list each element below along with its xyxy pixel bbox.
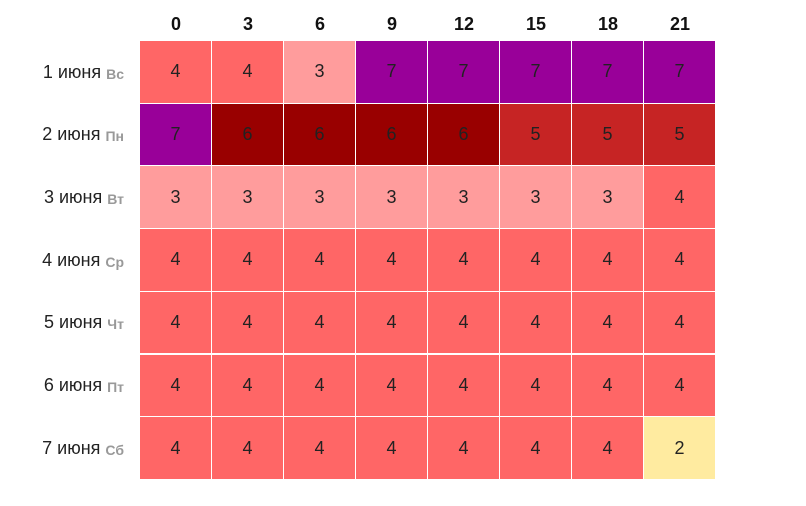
row-date: 6 июня (43, 375, 103, 395)
heatmap-cell: 3 (356, 166, 428, 230)
heatmap-cell: 3 (500, 166, 572, 230)
row-weekday: Чт (107, 316, 124, 333)
heatmap-cell: 4 (356, 291, 428, 355)
row-date: 3 июня (43, 186, 103, 207)
heatmap-cell: 7 (428, 41, 500, 104)
heatmap-cell: 4 (572, 354, 644, 418)
heatmap-cell: 3 (428, 166, 500, 230)
heatmap-cell: 6 (284, 103, 356, 167)
heatmap-cell: 4 (644, 229, 716, 292)
heatmap-cell: 4 (356, 229, 428, 292)
row-date: 4 июня (42, 249, 101, 270)
row-weekday: Вт (107, 190, 124, 207)
heatmap-cell: 4 (428, 417, 500, 480)
heatmap-cell: 3 (212, 166, 284, 230)
heatmap-cell: 4 (644, 291, 716, 355)
row-weekday: Сб (105, 441, 124, 458)
row-date: 1 июня (42, 61, 102, 82)
heatmap-cell: 4 (644, 166, 716, 230)
heatmap-cell: 4 (428, 229, 500, 292)
heatmap-cell: 4 (356, 417, 428, 480)
heatmap-cell: 5 (500, 103, 572, 167)
heatmap-cell: 7 (500, 41, 572, 104)
column-header: 21 (669, 14, 691, 34)
heatmap-cell: 7 (140, 103, 212, 167)
heatmap-cell: 4 (140, 229, 212, 292)
heatmap-cell: 4 (212, 229, 284, 292)
heatmap-cell: 4 (212, 41, 284, 104)
heatmap-cell: 6 (428, 103, 500, 167)
row-label: 5 июня Чт (0, 292, 124, 354)
heatmap-cell: 3 (572, 166, 644, 230)
row-weekday: Ср (105, 253, 124, 270)
heatmap-cell: 4 (140, 41, 212, 104)
column-header: 9 (386, 14, 397, 34)
row-label: 6 июня Пт (0, 355, 124, 417)
column-header: 3 (242, 14, 253, 34)
heatmap-cell: 4 (428, 291, 500, 355)
heatmap-cell: 4 (356, 354, 428, 418)
heatmap-cell: 4 (428, 354, 500, 418)
row-label: 4 июня Ср (0, 229, 124, 291)
heatmap-cell: 4 (500, 417, 572, 480)
heatmap-cell: 4 (284, 417, 356, 480)
row-weekday: Пн (105, 128, 124, 145)
row-label: 7 июня Сб (0, 417, 124, 479)
heatmap-cell: 3 (284, 166, 356, 230)
heatmap-cell: 6 (356, 103, 428, 167)
heatmap-cell: 4 (284, 354, 356, 418)
heatmap-cell: 2 (644, 417, 716, 480)
heatmap-cell: 4 (572, 417, 644, 480)
column-header: 18 (597, 14, 619, 34)
heatmap-cell: 5 (644, 103, 716, 167)
heatmap-cell: 7 (644, 41, 716, 104)
heatmap-cell: 4 (212, 417, 284, 480)
row-label: 3 июня Вт (0, 166, 124, 228)
row-weekday: Пт (107, 379, 124, 395)
heatmap-cell: 4 (500, 354, 572, 418)
heatmap-cell: 6 (212, 103, 284, 167)
heatmap-cell: 4 (140, 291, 212, 355)
column-header: 0 (170, 14, 181, 34)
heatmap-cell: 4 (212, 354, 284, 418)
heatmap-cell: 4 (212, 291, 284, 355)
heatmap-cell: 4 (284, 291, 356, 355)
heatmap-cell: 4 (572, 291, 644, 355)
heatmap-cell: 4 (140, 417, 212, 480)
row-weekday: Вс (106, 65, 124, 82)
heatmap-cell: 4 (140, 354, 212, 418)
row-label: 2 июня Пн (0, 104, 124, 166)
column-header: 6 (314, 14, 325, 34)
column-header: 15 (525, 14, 547, 34)
heatmap-cell: 5 (572, 103, 644, 167)
heatmap-cell: 7 (356, 41, 428, 104)
heatmap-cell: 7 (572, 41, 644, 104)
heatmap-cell: 4 (284, 229, 356, 292)
row-label: 1 июня Вс (0, 41, 124, 103)
heatmap-cell: 3 (284, 41, 356, 104)
row-date: 7 июня (42, 437, 101, 458)
heatmap-cell: 4 (572, 229, 644, 292)
row-date: 5 июня (44, 312, 103, 333)
column-header: 12 (453, 14, 475, 34)
heatmap-cell: 4 (644, 354, 716, 418)
heatmap-cell: 4 (500, 229, 572, 292)
heatmap-cell: 4 (500, 291, 572, 355)
heatmap-cell: 3 (140, 166, 212, 230)
row-date: 2 июня (42, 124, 101, 145)
